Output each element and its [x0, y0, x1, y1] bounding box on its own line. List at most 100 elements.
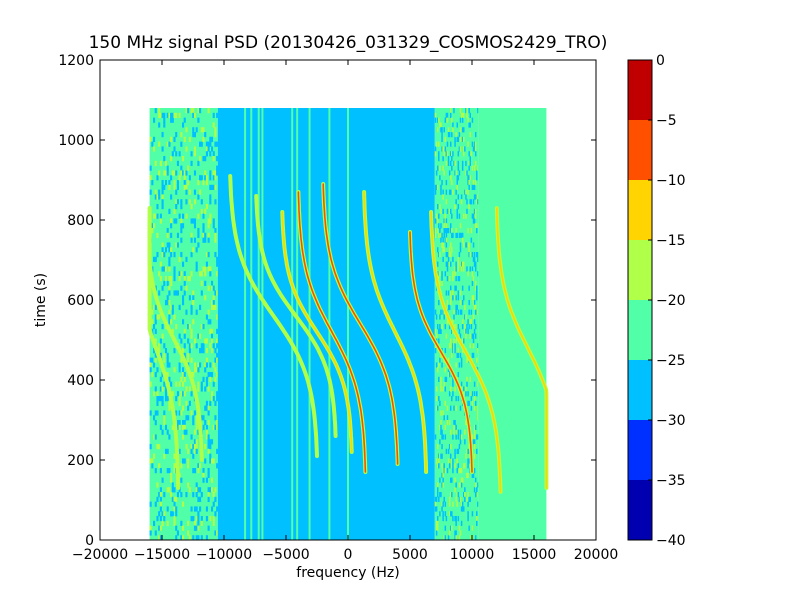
heatmap-noise-cell [472, 343, 475, 349]
heatmap-noise-cell [205, 151, 208, 157]
heatmap-noise-cell [439, 439, 441, 445]
heatmap-noise-cell [180, 141, 183, 147]
heatmap-noise-cell [166, 300, 169, 306]
heatmap-noise-cell [468, 204, 470, 210]
heatmap-noise-cell [209, 175, 212, 181]
heatmap-noise-cell [173, 314, 176, 320]
heatmap-noise-cell [171, 112, 174, 118]
heatmap-noise-cell [457, 348, 460, 354]
heatmap-noise-cell [436, 487, 439, 493]
heatmap-noise-cell [442, 247, 444, 253]
heatmap-noise-cell [434, 501, 437, 507]
heatmap-noise-cell [181, 391, 185, 397]
heatmap-noise-cell [212, 492, 215, 498]
colorbar-segment [628, 300, 652, 360]
heatmap-noise-cell [442, 242, 444, 248]
heatmap-noise-cell [149, 367, 152, 373]
doppler-trace [281, 211, 353, 453]
heatmap-noise-cell [442, 434, 444, 440]
heatmap-noise-cell [161, 146, 164, 152]
heatmap-noise-cell [461, 237, 464, 243]
heatmap-noise-cell [207, 405, 210, 411]
heatmap-noise-cell [461, 160, 464, 166]
heatmap-noise-cell [192, 444, 195, 450]
heatmap-noise-cell [454, 343, 456, 349]
heatmap-noise-cell [439, 357, 441, 363]
heatmap-noise-cell [180, 228, 183, 234]
heatmap-noise-cell [166, 468, 169, 474]
heatmap-noise-cell [465, 242, 467, 248]
heatmap-noise-cell [435, 333, 438, 339]
heatmap-noise-cell [193, 189, 197, 195]
heatmap-noise-cell [158, 463, 161, 469]
heatmap-noise-cell [468, 525, 470, 531]
heatmap-noise-cell [461, 477, 464, 483]
heatmap-noise-cell [170, 492, 173, 498]
heatmap-noise-cell [183, 184, 186, 190]
heatmap-noise-cell [449, 112, 452, 118]
heatmap-noise-cell [175, 535, 178, 541]
heatmap-noise-cell [447, 535, 450, 541]
heatmap-noise-cell [455, 424, 457, 430]
heatmap-noise-cell [447, 132, 450, 138]
heatmap-noise-cell [463, 386, 465, 392]
heatmap-noise-cell [197, 535, 200, 541]
heatmap-noise-cell [185, 444, 188, 450]
heatmap-noise-cell [212, 184, 215, 190]
heatmap-noise-cell [454, 204, 456, 210]
doppler-trace [363, 191, 427, 473]
heatmap-noise-cell [476, 487, 478, 493]
heatmap-noise-cell [175, 242, 178, 248]
heatmap-noise-cell [181, 295, 185, 301]
heatmap-noise-cell [216, 424, 219, 430]
heatmap-noise-cell [456, 208, 458, 214]
heatmap-noise-cell [445, 112, 448, 118]
heatmap-noise-cell [473, 381, 476, 387]
heatmap-noise-cell [200, 492, 203, 498]
heatmap-noise-cell [459, 496, 462, 502]
heatmap-noise-cell [200, 175, 203, 181]
heatmap-noise-cell [156, 496, 159, 502]
heatmap-noise-cell [468, 247, 470, 253]
colorbar-tick-label: −20 [656, 293, 686, 309]
heatmap-noise-cell [181, 434, 185, 440]
heatmap-noise-cell [469, 156, 472, 162]
heatmap-noise-cell [440, 189, 442, 195]
heatmap-noise-cell [454, 295, 456, 301]
heatmap-noise-cell [159, 213, 162, 219]
heatmap-noise-cell [471, 117, 474, 123]
heatmap-noise-cell [205, 516, 208, 522]
heatmap-noise-cell [442, 189, 444, 195]
heatmap-noise-cell [205, 381, 208, 387]
heatmap-noise-cell [151, 372, 154, 378]
heatmap-noise-cell [185, 189, 188, 195]
heatmap-noise-cell [187, 108, 190, 114]
heatmap-noise-cell [449, 492, 452, 498]
heatmap-noise-cell [445, 290, 448, 296]
heatmap-noise-cell [473, 256, 476, 262]
heatmap-noise-cell [214, 228, 217, 234]
heatmap-noise-cell [190, 444, 193, 450]
colorbar-tick-label: −30 [656, 413, 686, 429]
heatmap-noise-cell [469, 122, 472, 128]
heatmap-noise-cell [188, 386, 191, 392]
heatmap-noise-cell [192, 132, 195, 138]
colorbar-tick-label: −5 [656, 113, 677, 129]
heatmap-noise-cell [473, 146, 476, 152]
heatmap-noise-cell [192, 112, 195, 118]
heatmap-noise-cell [446, 304, 449, 310]
heatmap-noise-cell [461, 338, 464, 344]
heatmap-noise-cell [166, 352, 169, 358]
heatmap-noise-cell [166, 487, 169, 493]
heatmap-noise-cell [161, 184, 164, 190]
heatmap-noise-cell [164, 247, 168, 253]
heatmap-noise-cell [471, 511, 474, 517]
heatmap-noise-cell [472, 199, 475, 205]
heatmap-noise-cell [459, 300, 462, 306]
heatmap-noise-cell [216, 420, 219, 426]
heatmap-noise-cell [168, 141, 171, 147]
heatmap-noise-cell [445, 376, 448, 382]
heatmap-noise-cell [170, 112, 173, 118]
heatmap-noise-cell [180, 492, 183, 498]
heatmap-noise-cell [185, 170, 188, 176]
